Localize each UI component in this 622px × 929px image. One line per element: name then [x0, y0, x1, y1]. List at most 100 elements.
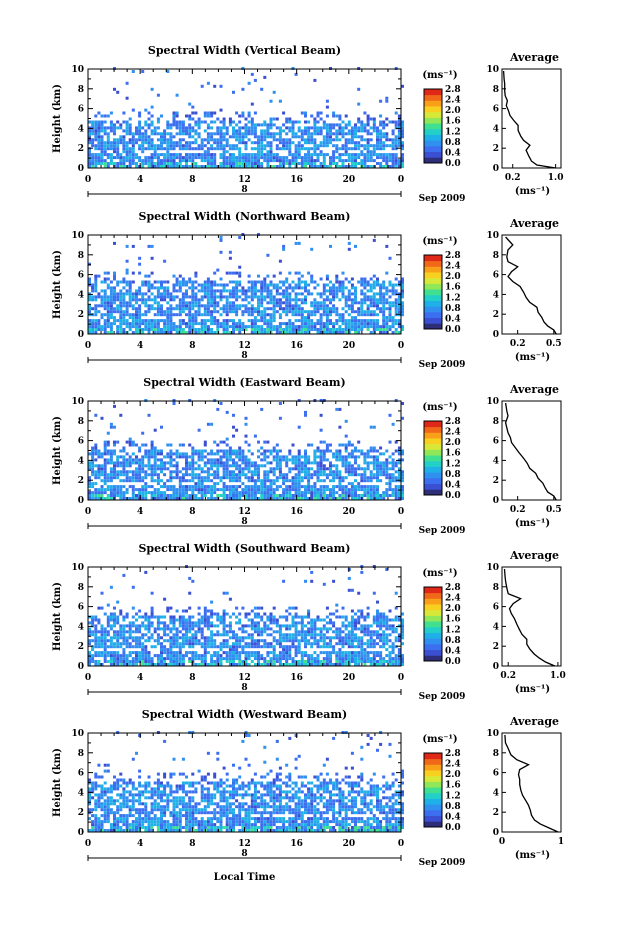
heatmap-cell [206, 123, 210, 127]
heatmap-cell [363, 301, 367, 305]
heatmap-cell [188, 467, 192, 471]
heatmap-cell [366, 165, 370, 168]
heatmap-cell [338, 651, 342, 655]
heatmap-cell [203, 313, 207, 317]
heatmap-cell [228, 485, 232, 489]
heatmap-cell [228, 271, 232, 275]
heatmap-cell [369, 132, 373, 136]
heatmap-cell [128, 470, 132, 474]
heatmap-cell [307, 654, 311, 658]
heatmap-cell [379, 129, 383, 133]
heatmap-cell [91, 295, 95, 299]
heatmap-cell [294, 482, 298, 486]
heatmap-cell [253, 473, 257, 477]
heatmap-cell [260, 325, 264, 329]
heatmap-cell [97, 295, 101, 299]
heatmap-cell [369, 657, 373, 661]
heatmap-cell [269, 645, 273, 649]
heatmap-cell [113, 286, 116, 290]
heatmap-cell [350, 126, 354, 130]
heatmap-cell [263, 328, 267, 331]
heatmap-cell [153, 325, 157, 329]
heatmap-cell [210, 135, 214, 139]
heatmap-cell [288, 331, 292, 334]
heatmap-cell [260, 645, 264, 649]
heatmap-cell [119, 325, 123, 329]
heatmap-cell [316, 292, 320, 296]
heatmap-cell [285, 141, 289, 145]
heatmap-cell [156, 93, 160, 97]
heatmap-cell [376, 141, 379, 145]
heatmap-cell [391, 488, 395, 492]
heatmap-cell [122, 497, 126, 500]
heatmap-cell [360, 162, 364, 165]
heatmap-cell [244, 488, 248, 492]
heatmap-cell [181, 126, 185, 130]
heatmap-cell [119, 165, 123, 168]
heatmap-cell [297, 488, 301, 492]
heatmap-cell [357, 482, 361, 486]
heatmap-cell [266, 286, 270, 290]
heatmap-cell [144, 292, 148, 296]
heatmap-cell [163, 660, 167, 663]
heatmap-cell [372, 645, 376, 649]
heatmap-cell [344, 663, 348, 666]
heatmap-cell [338, 473, 342, 477]
heatmap-cell [181, 485, 185, 489]
heatmap-cell [332, 132, 336, 136]
heatmap-cell [307, 455, 311, 459]
heatmap-cell [253, 319, 257, 323]
heatmap-cell [341, 497, 345, 500]
heatmap-cell [297, 286, 301, 290]
heatmap-cell [379, 144, 383, 148]
heatmap-cell [113, 126, 116, 130]
heatmap-cell [153, 494, 157, 497]
heatmap-cell [153, 129, 157, 133]
heatmap-cell [260, 165, 264, 168]
heatmap-cell [119, 307, 123, 311]
heatmap-cell [372, 461, 376, 465]
heatmap-cell [203, 153, 207, 157]
heatmap-cell [253, 141, 257, 145]
heatmap-cell [291, 455, 295, 459]
heatmap-cell [91, 141, 95, 145]
heatmap-cell [88, 467, 91, 471]
heatmap-cell [325, 307, 329, 311]
heatmap-cell [131, 70, 135, 73]
heatmap-cell [175, 123, 179, 127]
heatmap-cell [185, 307, 188, 311]
heatmap-cell [272, 310, 276, 314]
colorbar-unit-label: (ms⁻¹) [422, 70, 457, 81]
heatmap-cell [338, 159, 342, 163]
heatmap-cell [100, 156, 104, 160]
heatmap-cell [97, 147, 101, 151]
heatmap-cell [100, 114, 104, 118]
heatmap-cell [288, 295, 292, 299]
heatmap-cell [397, 310, 401, 314]
heatmap-cell [172, 117, 176, 121]
heatmap-cell [304, 159, 307, 163]
heatmap-cell [197, 479, 201, 483]
heatmap-cell [94, 458, 98, 462]
heatmap-cell [113, 310, 116, 314]
heatmap-cell [357, 464, 361, 468]
heatmap-cell [153, 479, 157, 483]
heatmap-cell [319, 645, 323, 649]
heatmap-cell [119, 328, 123, 331]
heatmap-cell [194, 111, 198, 115]
heatmap-cell [266, 328, 270, 331]
heatmap-cell [275, 494, 279, 497]
heatmap-cell [109, 473, 113, 477]
heatmap-cell [181, 443, 185, 447]
heatmap-cell [178, 331, 182, 334]
heatmap-cell [272, 159, 276, 163]
heatmap-cell [197, 497, 201, 500]
heatmap-cell [131, 473, 135, 477]
heatmap-cell [138, 307, 142, 311]
heatmap-cell [238, 491, 242, 495]
heatmap-cell [106, 645, 110, 649]
heatmap-cell [360, 494, 364, 497]
heatmap-cell [94, 476, 98, 480]
heatmap-cell [253, 123, 257, 127]
